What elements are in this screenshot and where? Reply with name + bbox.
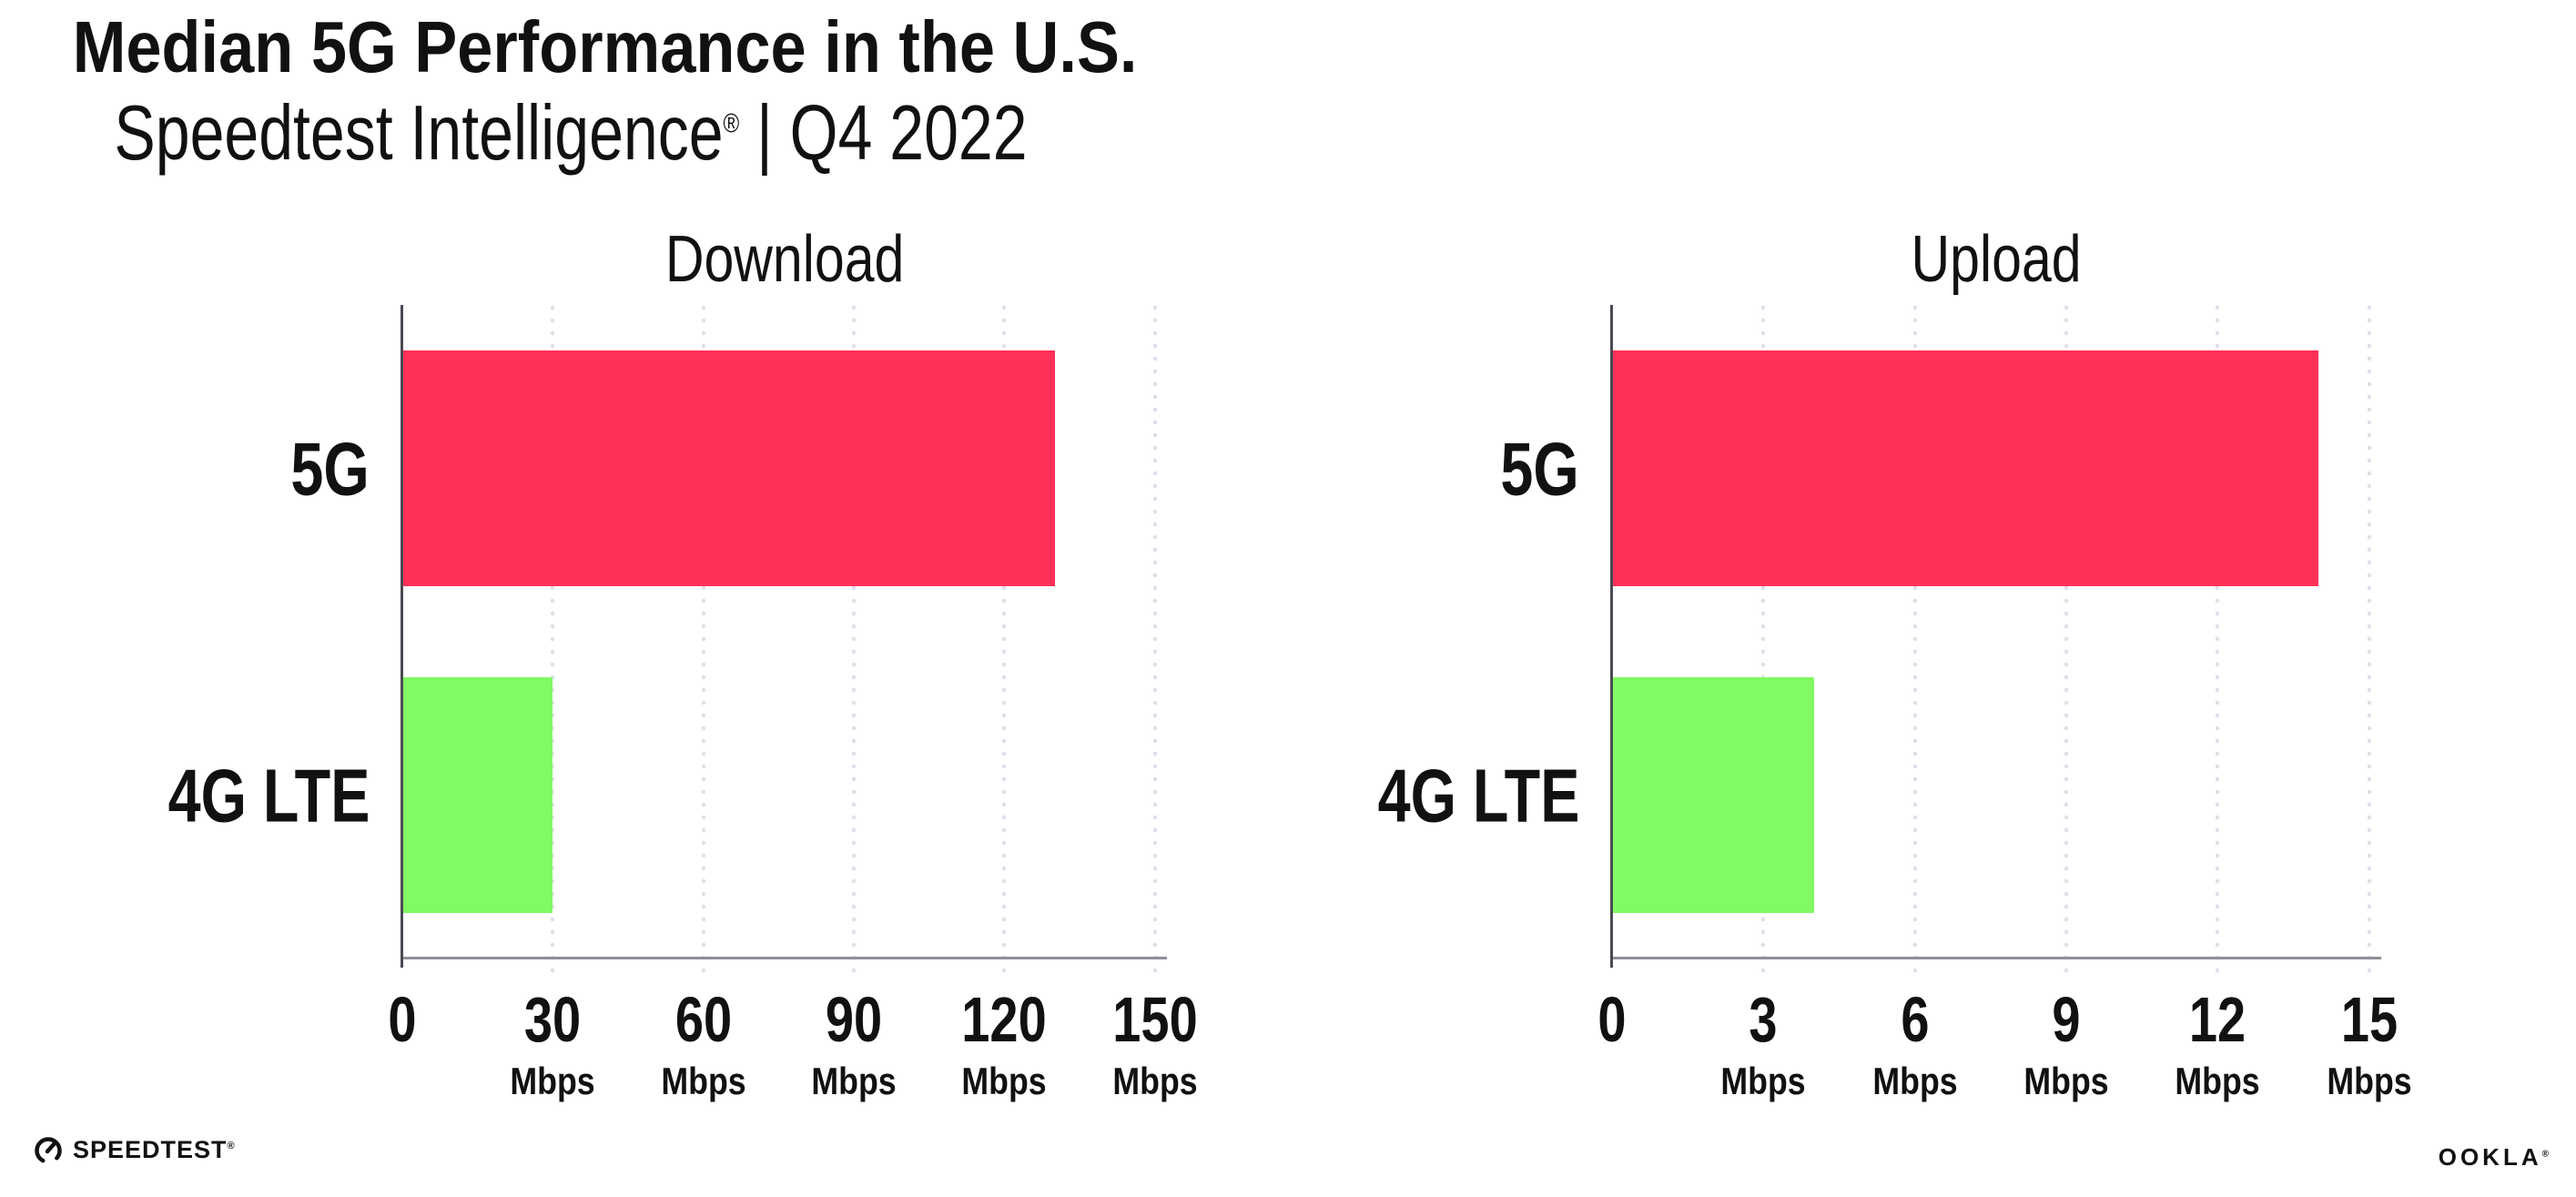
bar-4g-lte [402, 677, 553, 913]
ookla-logo-text: OOKLA [2438, 1143, 2542, 1171]
gridline-30 [551, 305, 555, 973]
bar-5g [1612, 350, 2319, 586]
category-label-5g: 5G [1500, 426, 1579, 511]
chart-title-text: Upload [1911, 223, 2083, 296]
tick-unit-120: Mbps [961, 1060, 1048, 1102]
tick-label-150: 150 [1112, 984, 1198, 1055]
category-label-4g-lte: 4G LTE [167, 753, 370, 837]
tick-unit-60: Mbps [661, 1060, 746, 1102]
tick-label-6: 6 [1901, 984, 1930, 1055]
y-axis-spine [401, 305, 403, 968]
gridline-150 [1152, 305, 1157, 973]
tick-unit-30: Mbps [510, 1060, 595, 1102]
tick-unit-12: Mbps [2175, 1060, 2260, 1102]
gridline-60 [701, 305, 705, 973]
gridline-9 [2064, 305, 2069, 973]
category-label-5g: 5G [290, 426, 370, 511]
y-axis-spine [1610, 305, 1613, 968]
chart-title-upload: Upload [1612, 212, 2381, 292]
figure-subtitle: Speedtest Intelligence® | Q4 2022 [0, 91, 2576, 177]
bar-5g [402, 350, 1055, 586]
x-axis-line [1612, 957, 2381, 959]
gridline-90 [852, 305, 857, 973]
tick-unit-6: Mbps [1872, 1060, 1958, 1102]
chart-title-download: Download [402, 212, 1167, 292]
gridline-15 [2367, 305, 2371, 973]
gridline-12 [2216, 305, 2220, 973]
tick-label-60: 60 [674, 984, 732, 1055]
tick-unit-9: Mbps [2023, 1060, 2109, 1102]
x-axis-line [402, 957, 1167, 959]
tick-unit-3: Mbps [1720, 1060, 1806, 1102]
upload-chart: Upload 5G 4G LTE 0 3 Mbps 6 Mbps 9 Mbps 12 Mbps 15 Mb… [1377, 227, 2411, 1101]
gridline-6 [1912, 305, 1917, 973]
bar-4g-lte [1612, 677, 1814, 913]
subtitle-period: | Q4 2022 [739, 90, 1028, 177]
category-label-4g-lte: 4G LTE [1377, 753, 1579, 837]
speedtest-logo-text: SPEEDTEST® [73, 1135, 236, 1163]
tick-label-0: 0 [388, 984, 417, 1055]
tick-unit-15: Mbps [2327, 1060, 2412, 1102]
gridline-120 [1002, 305, 1007, 973]
figure-title: Median 5G Performance in the U.S. [0, 7, 2576, 87]
speedtest-registered-mark: ® [227, 1140, 236, 1151]
chart-title-text: Download [664, 223, 905, 296]
tick-unit-150: Mbps [1112, 1060, 1198, 1102]
tick-label-120: 120 [961, 984, 1048, 1055]
ookla-logo: OOKLA® [2439, 1143, 2549, 1172]
download-chart: Download 5G 4G LTE 0 30 Mbps 60 Mbps 90 Mbps 120 Mb… [167, 227, 1197, 1101]
speedtest-logo: SPEEDTEST® [33, 1134, 236, 1165]
figure-subtitle-text: Speedtest Intelligence® | Q4 2022 [114, 91, 1027, 177]
registered-mark: ® [723, 108, 740, 139]
tick-label-0: 0 [1597, 984, 1627, 1055]
tick-label-9: 9 [2052, 984, 2081, 1055]
ookla-registered-mark: ® [2541, 1149, 2549, 1160]
tick-label-3: 3 [1749, 984, 1778, 1055]
figure-title-text: Median 5G Performance in the U.S. [72, 6, 1138, 87]
gridline-3 [1761, 305, 1766, 973]
tick-label-15: 15 [2340, 984, 2398, 1055]
tick-unit-90: Mbps [811, 1060, 897, 1102]
speedtest-gauge-icon [35, 1137, 62, 1164]
tick-label-30: 30 [524, 984, 582, 1055]
subtitle-brand: Speedtest Intelligence [114, 90, 724, 177]
tick-label-12: 12 [2189, 984, 2246, 1055]
tick-label-90: 90 [825, 984, 883, 1055]
